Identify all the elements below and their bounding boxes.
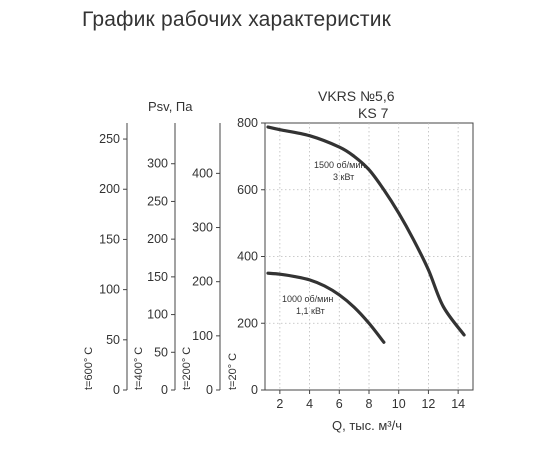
temp-axis-tick-label: 0 <box>113 383 120 397</box>
y-axis: 0 200 400 600 800 <box>237 116 265 397</box>
temp-axis-tick-label: 300 <box>192 221 213 235</box>
temp-axis-label: t=400° C <box>133 347 145 390</box>
temp-axis-tick-label: 200 <box>99 182 120 196</box>
temp-axis-tick-label: 50 <box>106 333 120 347</box>
y-tick-label: 800 <box>237 116 258 130</box>
temp-axis-tick-label: 200 <box>147 232 168 246</box>
temp-axis-tick-label: 400 <box>192 166 213 180</box>
temp-axis-label: t=200° C <box>181 347 193 390</box>
temp-axis-tick-label: 250 <box>99 132 120 146</box>
temp-axis-tick-label: 150 <box>147 270 168 284</box>
x-tick-label: 10 <box>392 397 406 411</box>
temp-axis-tick-label: 200 <box>192 275 213 289</box>
temp-axis-tick-label: 0 <box>206 383 213 397</box>
model-label-line2: KS 7 <box>358 105 389 121</box>
temp-axis-tick-label: 0 <box>161 383 168 397</box>
temp-axis-tick-label: 100 <box>192 329 213 343</box>
psv-axis-label: Psv, Па <box>148 99 193 114</box>
series-1500-label: 1500 об/мин <box>314 160 365 170</box>
series-1000-power: 1,1 кВт <box>296 306 325 316</box>
temp-axis-tick-label: 100 <box>99 283 120 297</box>
temp-axis-tick-label: 150 <box>99 232 120 246</box>
curve-series-1 <box>266 125 466 337</box>
x-tick-label: 8 <box>366 397 373 411</box>
model-label-line1: VKRS №5,6 <box>318 88 395 104</box>
y-tick-label: 600 <box>237 183 258 197</box>
page-title: График рабочих характеристик <box>82 8 392 31</box>
temp-axis-label: t=600° C <box>83 347 95 390</box>
x-tick-label: 6 <box>336 397 343 411</box>
temperature-axes: 0 50 100 150 200 250 0 50 100 150 200 250 300 0 100 200… <box>83 123 239 397</box>
x-axis-label: Q, тыс. м³/ч <box>332 418 402 433</box>
series-1500-power: 3 кВт <box>333 172 354 182</box>
x-tick-label: 14 <box>451 397 465 411</box>
curve-series-2 <box>266 271 386 344</box>
y-tick-label: 400 <box>237 250 258 264</box>
x-tick-label: 2 <box>276 397 283 411</box>
temp-axis-tick-label: 50 <box>154 345 168 359</box>
curves <box>266 125 466 344</box>
temp-axis-label: t=20° C <box>227 353 239 390</box>
x-axis: 2 4 6 8 10 12 14 <box>276 390 465 411</box>
y-tick-label: 0 <box>251 383 258 397</box>
temp-axis-tick-label: 250 <box>147 194 168 208</box>
x-tick-label: 12 <box>421 397 435 411</box>
y-tick-label: 200 <box>237 316 258 330</box>
series-1000-label: 1000 об/мин <box>282 294 333 304</box>
temp-axis-tick-label: 300 <box>147 157 168 171</box>
temp-axis-tick-label: 100 <box>147 308 168 322</box>
x-tick-label: 4 <box>306 397 313 411</box>
plot-grid <box>265 123 473 390</box>
